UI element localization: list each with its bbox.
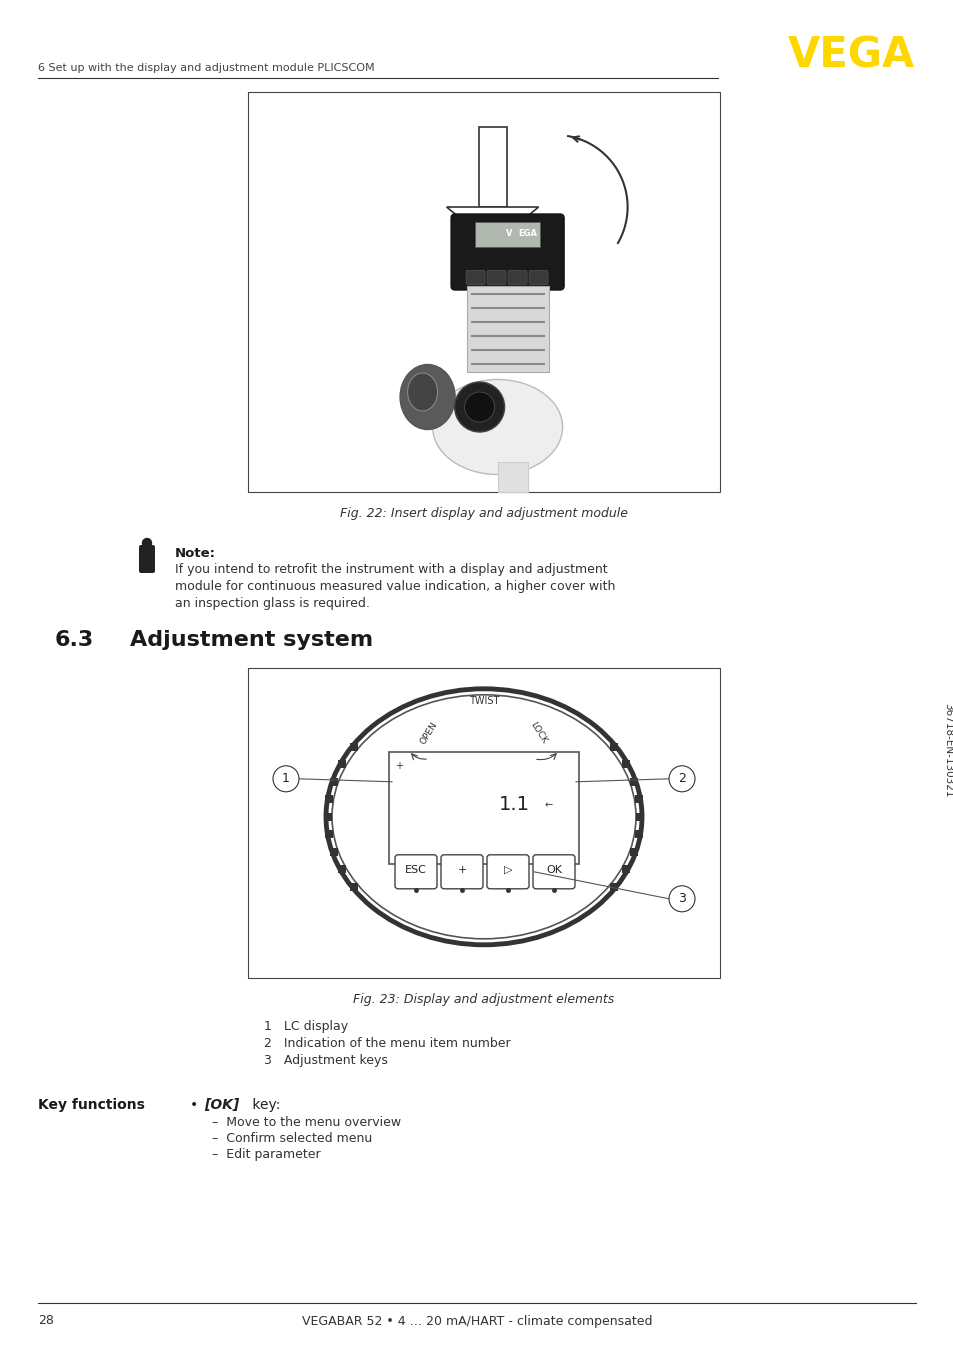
Text: 2: 2	[678, 772, 685, 785]
Circle shape	[455, 382, 504, 432]
Bar	[389, 751, 578, 864]
Circle shape	[273, 766, 298, 792]
Text: VEGABAR 52 • 4 … 20 mA/HART - climate compensated: VEGABAR 52 • 4 … 20 mA/HART - climate co…	[301, 1315, 652, 1327]
Bar	[330, 848, 337, 856]
Circle shape	[668, 766, 695, 792]
Bar	[350, 743, 357, 751]
Text: TWIST: TWIST	[468, 696, 498, 705]
Text: Key functions: Key functions	[38, 1098, 145, 1112]
FancyBboxPatch shape	[486, 854, 529, 888]
Text: 3   Adjustment keys: 3 Adjustment keys	[264, 1053, 388, 1067]
FancyBboxPatch shape	[139, 546, 154, 573]
Text: [OK]: [OK]	[204, 1098, 239, 1112]
Circle shape	[142, 539, 152, 547]
FancyBboxPatch shape	[529, 271, 548, 284]
Text: an inspection glass is required.: an inspection glass is required.	[174, 597, 370, 611]
Text: ←: ←	[544, 800, 553, 810]
FancyBboxPatch shape	[508, 271, 527, 284]
Ellipse shape	[407, 372, 437, 412]
Bar	[610, 743, 618, 751]
Ellipse shape	[432, 379, 562, 474]
Polygon shape	[446, 207, 538, 245]
Text: 1.1: 1.1	[498, 795, 529, 814]
Bar	[248, 668, 720, 978]
FancyBboxPatch shape	[487, 271, 506, 284]
Bar	[636, 812, 643, 821]
FancyBboxPatch shape	[533, 854, 575, 888]
Text: ESC: ESC	[405, 865, 427, 875]
FancyBboxPatch shape	[466, 271, 484, 284]
Circle shape	[464, 393, 494, 422]
Text: module for continuous measured value indication, a higher cover with: module for continuous measured value ind…	[174, 580, 615, 593]
Text: 6.3: 6.3	[55, 630, 94, 650]
Text: Note:: Note:	[174, 547, 215, 561]
Text: OK: OK	[545, 865, 561, 875]
Bar	[634, 795, 641, 803]
Bar	[621, 865, 629, 873]
Ellipse shape	[399, 364, 455, 429]
Bar	[325, 795, 334, 803]
Bar	[325, 830, 334, 838]
Text: +: +	[395, 761, 402, 770]
Bar	[337, 761, 346, 768]
Text: V: V	[506, 229, 513, 238]
Bar	[466, 286, 548, 372]
Circle shape	[668, 886, 695, 911]
Text: OPEN: OPEN	[418, 720, 439, 746]
Text: +: +	[456, 865, 466, 875]
FancyBboxPatch shape	[395, 854, 436, 888]
Text: ▷: ▷	[503, 865, 512, 875]
Bar	[621, 761, 629, 768]
Bar	[629, 777, 638, 785]
Text: Fig. 23: Display and adjustment elements: Fig. 23: Display and adjustment elements	[353, 994, 614, 1006]
Text: 1   LC display: 1 LC display	[264, 1020, 348, 1033]
Text: If you intend to retrofit the instrument with a display and adjustment: If you intend to retrofit the instrument…	[174, 563, 607, 575]
Text: VEGA: VEGA	[787, 34, 914, 76]
Text: Adjustment system: Adjustment system	[130, 630, 373, 650]
Text: LOCK: LOCK	[528, 720, 549, 745]
Bar	[497, 462, 527, 492]
Bar	[629, 848, 638, 856]
Text: –  Confirm selected menu: – Confirm selected menu	[212, 1132, 372, 1145]
FancyBboxPatch shape	[451, 214, 563, 290]
Bar	[610, 883, 618, 891]
Text: key:: key:	[248, 1098, 280, 1112]
Bar	[324, 812, 332, 821]
Text: 36718-EN-130321: 36718-EN-130321	[942, 703, 952, 798]
Text: EGA: EGA	[517, 229, 537, 238]
FancyBboxPatch shape	[440, 854, 482, 888]
Bar	[330, 777, 337, 785]
Bar	[248, 92, 720, 492]
Bar	[478, 127, 506, 207]
Text: 28: 28	[38, 1315, 53, 1327]
Bar	[475, 222, 539, 246]
Text: 2   Indication of the menu item number: 2 Indication of the menu item number	[264, 1037, 510, 1049]
Text: Fig. 22: Insert display and adjustment module: Fig. 22: Insert display and adjustment m…	[339, 508, 627, 520]
Text: –  Edit parameter: – Edit parameter	[212, 1148, 320, 1160]
Ellipse shape	[326, 689, 641, 945]
Text: •: •	[190, 1098, 207, 1112]
Text: 6 Set up with the display and adjustment module PLICSCOM: 6 Set up with the display and adjustment…	[38, 64, 375, 73]
Text: 3: 3	[678, 892, 685, 906]
Ellipse shape	[332, 695, 636, 938]
Bar	[634, 830, 641, 838]
Bar	[350, 883, 357, 891]
Bar	[337, 865, 346, 873]
Text: –  Move to the menu overview: – Move to the menu overview	[212, 1116, 400, 1129]
Text: 1: 1	[282, 772, 290, 785]
